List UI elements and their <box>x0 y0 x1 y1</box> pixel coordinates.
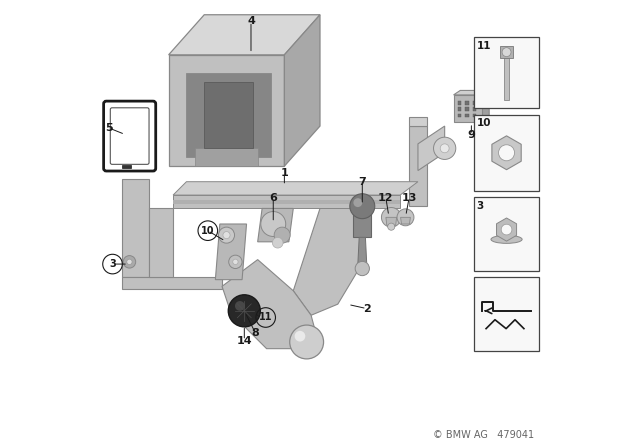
Polygon shape <box>492 136 521 170</box>
Polygon shape <box>195 148 258 166</box>
Text: 11: 11 <box>477 41 492 51</box>
Polygon shape <box>168 55 284 166</box>
Bar <box>473 108 476 111</box>
Bar <box>458 108 461 111</box>
Polygon shape <box>168 15 320 55</box>
Polygon shape <box>454 95 483 121</box>
Bar <box>474 197 540 271</box>
Text: 2: 2 <box>363 304 371 314</box>
Polygon shape <box>222 260 320 349</box>
Polygon shape <box>293 208 365 315</box>
Polygon shape <box>386 217 397 225</box>
Circle shape <box>388 223 395 230</box>
Polygon shape <box>122 165 131 168</box>
Polygon shape <box>409 117 427 126</box>
Circle shape <box>124 256 136 268</box>
Circle shape <box>433 137 456 159</box>
Polygon shape <box>454 90 489 95</box>
Bar <box>465 114 468 117</box>
Circle shape <box>440 144 449 153</box>
Bar <box>500 46 513 58</box>
Polygon shape <box>284 15 320 166</box>
Text: 6: 6 <box>269 193 277 203</box>
Bar <box>465 108 468 111</box>
Circle shape <box>260 211 285 237</box>
Polygon shape <box>204 82 253 148</box>
Ellipse shape <box>491 235 522 243</box>
Circle shape <box>127 259 132 264</box>
Circle shape <box>273 237 283 248</box>
Polygon shape <box>409 126 427 206</box>
Polygon shape <box>122 180 148 277</box>
Polygon shape <box>148 208 173 277</box>
Circle shape <box>235 301 244 311</box>
Text: 8: 8 <box>252 328 259 338</box>
Text: 4: 4 <box>247 17 255 26</box>
Bar <box>474 37 540 108</box>
Circle shape <box>381 207 401 227</box>
Polygon shape <box>497 218 516 241</box>
Circle shape <box>353 198 362 207</box>
Text: 13: 13 <box>401 193 417 203</box>
Polygon shape <box>216 224 246 280</box>
Bar <box>504 56 509 100</box>
Polygon shape <box>186 73 271 157</box>
Polygon shape <box>418 126 445 171</box>
Polygon shape <box>353 206 371 237</box>
Bar <box>474 115 540 190</box>
Text: 12: 12 <box>378 193 394 203</box>
Bar <box>473 114 476 117</box>
Circle shape <box>501 224 512 235</box>
Polygon shape <box>358 237 367 264</box>
Polygon shape <box>258 208 293 242</box>
Circle shape <box>228 255 242 268</box>
Text: 14: 14 <box>237 336 252 346</box>
Text: 5: 5 <box>105 123 113 133</box>
Text: © BMW AG   479041: © BMW AG 479041 <box>433 430 534 440</box>
Text: 7: 7 <box>358 177 366 187</box>
Circle shape <box>355 261 369 276</box>
Polygon shape <box>173 195 400 208</box>
Circle shape <box>233 259 238 264</box>
Bar <box>458 101 461 105</box>
Circle shape <box>223 232 230 239</box>
Circle shape <box>290 325 324 359</box>
Circle shape <box>350 194 375 219</box>
Circle shape <box>397 209 414 226</box>
Bar <box>458 114 461 117</box>
Polygon shape <box>173 182 418 195</box>
Text: 3: 3 <box>477 201 484 211</box>
Circle shape <box>499 145 515 161</box>
Circle shape <box>228 295 260 327</box>
Text: 11: 11 <box>259 313 273 323</box>
Bar <box>474 277 540 351</box>
Polygon shape <box>173 199 400 204</box>
Text: 3: 3 <box>109 259 116 269</box>
Polygon shape <box>483 90 489 121</box>
Text: 9: 9 <box>467 130 476 140</box>
Circle shape <box>274 227 290 243</box>
Text: 1: 1 <box>280 168 288 178</box>
Bar <box>465 101 468 105</box>
Text: 10: 10 <box>201 226 214 236</box>
Circle shape <box>294 331 305 341</box>
Polygon shape <box>401 217 410 224</box>
Circle shape <box>502 47 511 56</box>
Circle shape <box>218 227 234 243</box>
Bar <box>473 101 476 105</box>
Text: 10: 10 <box>477 118 492 129</box>
Polygon shape <box>122 277 222 289</box>
